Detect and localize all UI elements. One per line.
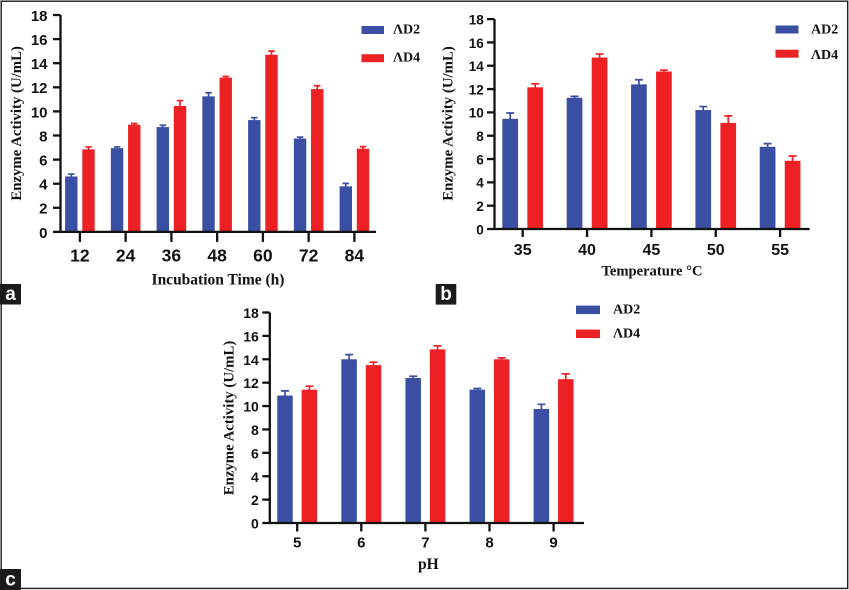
svg-text:45: 45: [643, 242, 661, 259]
svg-text:ΛD4: ΛD4: [393, 51, 420, 66]
svg-text:12: 12: [70, 245, 90, 265]
svg-text:14: 14: [31, 56, 48, 73]
svg-text:8: 8: [251, 422, 259, 438]
svg-text:6: 6: [357, 535, 365, 552]
svg-text:50: 50: [707, 242, 725, 259]
svg-text:b: b: [440, 284, 452, 305]
svg-text:2: 2: [39, 201, 47, 218]
svg-text:8: 8: [476, 129, 484, 144]
svg-text:35: 35: [514, 242, 532, 259]
svg-text:c: c: [5, 570, 16, 590]
svg-text:Enzyme Activity (U/mL): Enzyme Activity (U/mL): [441, 46, 457, 201]
svg-text:16: 16: [469, 36, 485, 51]
svg-text:12: 12: [31, 80, 48, 97]
svg-text:Enzyme Activity (U/mL): Enzyme Activity (U/mL): [222, 341, 238, 496]
svg-text:10: 10: [469, 106, 484, 121]
svg-text:8: 8: [485, 535, 493, 552]
svg-text:16: 16: [243, 328, 259, 344]
svg-text:Enzyme Activity (U/mL): Enzyme Activity (U/mL): [9, 46, 25, 201]
svg-text:16: 16: [31, 32, 48, 49]
svg-text:14: 14: [469, 59, 485, 74]
svg-text:ΛD2: ΛD2: [393, 22, 420, 37]
svg-text:12: 12: [469, 82, 484, 97]
svg-text:ΛD4: ΛD4: [811, 48, 838, 63]
svg-text:a: a: [5, 284, 16, 305]
svg-text:4: 4: [39, 177, 48, 194]
svg-text:2: 2: [251, 492, 259, 508]
svg-text:18: 18: [243, 305, 259, 321]
svg-text:40: 40: [578, 242, 596, 259]
svg-text:72: 72: [299, 245, 319, 265]
svg-text:0: 0: [39, 225, 47, 242]
svg-text:60: 60: [253, 245, 273, 265]
svg-text:Temperature °C: Temperature °C: [601, 264, 702, 280]
svg-text:8: 8: [39, 128, 47, 145]
svg-text:0: 0: [476, 222, 484, 237]
svg-text:ΛD4: ΛD4: [613, 327, 640, 342]
svg-text:18: 18: [31, 8, 48, 25]
svg-text:pH: pH: [418, 556, 439, 573]
svg-text:6: 6: [39, 153, 47, 170]
svg-text:6: 6: [251, 445, 259, 461]
svg-text:0: 0: [251, 516, 259, 532]
svg-text:4: 4: [251, 469, 259, 485]
svg-text:5: 5: [293, 535, 301, 552]
svg-text:18: 18: [469, 12, 485, 27]
svg-text:36: 36: [162, 245, 182, 265]
svg-text:AD2: AD2: [613, 303, 640, 318]
svg-text:48: 48: [207, 245, 227, 265]
svg-text:Incubation Time (h): Incubation Time (h): [152, 272, 285, 289]
svg-text:84: 84: [345, 245, 365, 265]
svg-text:14: 14: [243, 352, 259, 368]
svg-text:24: 24: [116, 245, 136, 265]
svg-text:AD2: AD2: [811, 23, 838, 38]
svg-text:10: 10: [243, 399, 259, 415]
svg-text:12: 12: [243, 375, 259, 391]
svg-text:55: 55: [771, 242, 789, 259]
svg-text:10: 10: [31, 104, 48, 121]
svg-text:6: 6: [476, 152, 484, 167]
svg-text:9: 9: [549, 535, 557, 552]
svg-text:7: 7: [421, 535, 429, 552]
svg-text:2: 2: [476, 199, 484, 214]
svg-text:4: 4: [476, 176, 484, 191]
